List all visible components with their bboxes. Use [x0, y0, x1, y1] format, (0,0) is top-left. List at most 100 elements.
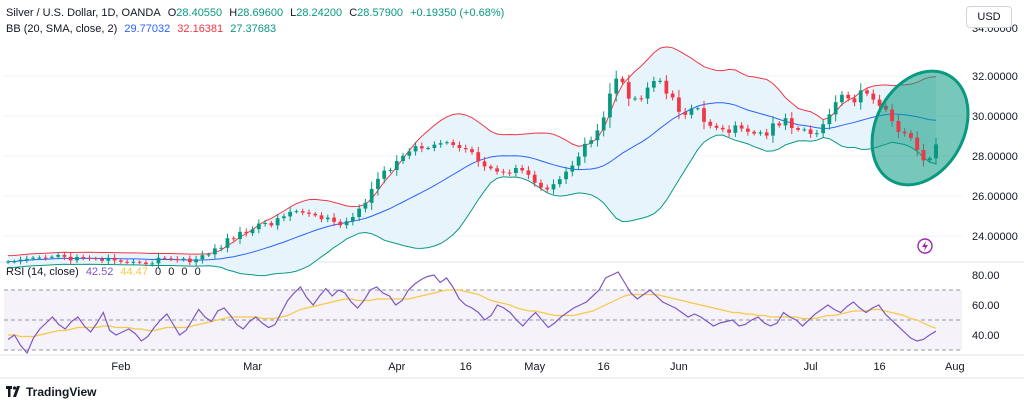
- candle-body: [350, 217, 355, 222]
- candle-body: [307, 212, 311, 214]
- candle-body: [282, 216, 286, 219]
- candle-body: [582, 143, 587, 157]
- candle-body: [783, 118, 788, 126]
- candle-body-highlighted: [934, 144, 938, 159]
- candle-body: [56, 255, 61, 257]
- candle-body: [833, 102, 838, 115]
- candle-body: [789, 118, 794, 128]
- candle-body: [413, 146, 418, 152]
- candle-body: [401, 155, 405, 161]
- bb-upper-line: [7, 46, 937, 257]
- candle-body: [6, 261, 10, 263]
- candle-body: [388, 170, 393, 171]
- high-value: 28.69600: [237, 7, 284, 19]
- candle-body: [294, 211, 299, 213]
- currency-button[interactable]: USD: [966, 6, 1012, 28]
- low-value: 28.24200: [296, 7, 343, 19]
- candle-body: [106, 257, 111, 261]
- candle-body-highlighted: [902, 131, 907, 134]
- open-key: O: [167, 7, 177, 19]
- candle-body: [733, 125, 738, 133]
- time-tick-label: Mar: [243, 361, 262, 373]
- candle-body: [871, 93, 876, 100]
- candle-body: [507, 172, 512, 174]
- bb-lower-line: [7, 134, 937, 277]
- candle-body: [18, 259, 23, 262]
- candle-body: [162, 257, 167, 259]
- candle-body: [156, 257, 161, 264]
- candle-body: [219, 247, 224, 249]
- candle-body: [463, 148, 468, 150]
- candle-body-highlighted: [896, 121, 901, 132]
- candle-body-highlighted: [909, 133, 913, 138]
- candle-body-highlighted: [927, 158, 932, 161]
- candle-body: [87, 258, 92, 259]
- time-tick-label: 16: [873, 361, 885, 373]
- bb-basis-value: 29.77032: [124, 23, 171, 35]
- bollinger-band-lines: [7, 46, 937, 277]
- bb-fill-area: [8, 46, 936, 276]
- candle-body: [570, 165, 575, 172]
- candle-body: [357, 208, 362, 217]
- rsi-zero-3: 0: [181, 266, 188, 278]
- candle-body: [181, 258, 186, 260]
- bb-label[interactable]: BB (20, SMA, close, 2): [6, 23, 118, 35]
- rsi-tick-label: 40.00: [972, 330, 1000, 342]
- candle-body: [363, 202, 368, 209]
- candle-body: [658, 80, 662, 82]
- candle-body: [31, 257, 35, 259]
- candle-body: [426, 148, 430, 149]
- price-tick-label: 24.00000: [972, 231, 1018, 243]
- candle-body: [746, 128, 750, 132]
- tradingview-logo[interactable]: TradingView: [6, 385, 96, 399]
- bb-legend: BB (20, SMA, close, 2) 29.77032 32.16381…: [6, 22, 280, 36]
- candle-body: [802, 129, 807, 131]
- candle-body: [131, 261, 136, 263]
- rsi-pane: [4, 271, 962, 355]
- candle-body: [601, 117, 606, 131]
- candle-body: [614, 78, 619, 94]
- candle-body: [771, 123, 775, 136]
- time-axis[interactable]: Feb Mar Apr 16 May 16 Jun Jul 16 Aug: [111, 361, 964, 373]
- candle-body: [821, 124, 826, 134]
- candle-body: [702, 108, 706, 122]
- candle-body: [752, 131, 757, 134]
- candle-body: [332, 217, 336, 222]
- price-axis[interactable]: 24.00000 26.00000 28.00000 30.00000 32.00000…: [972, 23, 1018, 243]
- rsi-axis[interactable]: 40.00 60.00 80.00: [972, 270, 1000, 342]
- rsi-zero-1: 0: [155, 266, 162, 278]
- candle-body: [840, 94, 844, 103]
- candle-body: [695, 108, 700, 110]
- time-tick-label: Apr: [388, 361, 405, 373]
- candle-body: [407, 151, 412, 156]
- candle-body: [470, 149, 474, 153]
- candle-body: [764, 132, 769, 136]
- flash-icon[interactable]: [917, 238, 933, 254]
- tradingview-logo-icon: [6, 386, 20, 397]
- price-tick-label: 26.00000: [972, 191, 1018, 203]
- candle-body: [238, 231, 242, 239]
- candle-body: [777, 123, 782, 126]
- candle-body: [376, 178, 380, 189]
- candle-body: [451, 142, 456, 145]
- candle-body: [545, 187, 550, 190]
- candle-body: [564, 171, 568, 180]
- candle-body: [112, 257, 117, 261]
- price-tick-label: 30.00000: [972, 111, 1018, 123]
- candle-body: [796, 128, 800, 130]
- price-tick-label: 32.00000: [972, 71, 1018, 83]
- rsi-label[interactable]: RSI (14, close): [6, 266, 79, 278]
- candle-body: [814, 133, 819, 135]
- candle-body: [670, 93, 675, 98]
- symbol-title[interactable]: Silver / U.S. Dollar, 1D, OANDA: [6, 7, 161, 19]
- candle-body: [739, 125, 744, 129]
- candle-body: [419, 146, 424, 149]
- candle-body: [62, 255, 67, 257]
- candle-body: [394, 161, 399, 170]
- candle-body: [50, 256, 54, 258]
- candle-body: [313, 213, 318, 216]
- candle-body: [37, 257, 42, 259]
- candle-body-highlighted: [890, 109, 894, 121]
- bb-upper-value: 32.16381: [177, 23, 224, 35]
